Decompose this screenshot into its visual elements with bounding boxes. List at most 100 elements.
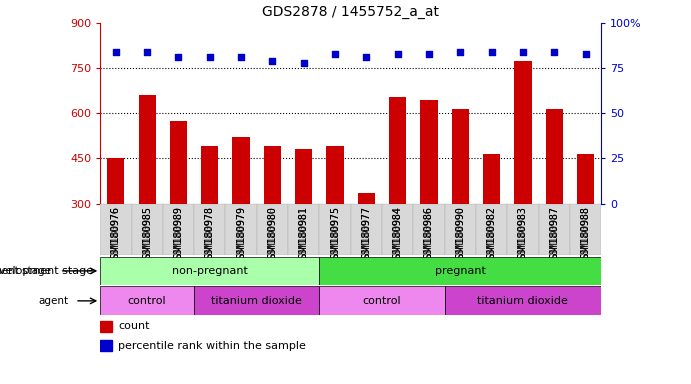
Point <box>173 54 184 60</box>
Text: GSM180985: GSM180985 <box>142 206 152 265</box>
Point <box>486 49 497 55</box>
Text: percentile rank within the sample: percentile rank within the sample <box>118 341 306 351</box>
Text: GSM180979: GSM180979 <box>236 206 246 265</box>
Point <box>392 51 403 57</box>
Text: GSM180978: GSM180978 <box>205 206 215 259</box>
Bar <box>546 109 562 204</box>
Bar <box>170 121 187 204</box>
Bar <box>100 204 131 255</box>
Text: GSM180982: GSM180982 <box>486 206 497 265</box>
Text: agent: agent <box>39 296 68 306</box>
Bar <box>358 193 375 204</box>
Point <box>518 49 529 55</box>
Text: GSM180989: GSM180989 <box>173 206 184 259</box>
Bar <box>350 204 382 255</box>
Bar <box>288 204 319 255</box>
Text: GSM180988: GSM180988 <box>580 206 591 265</box>
Text: control: control <box>363 296 401 306</box>
Point <box>549 49 560 55</box>
Text: GSM180976: GSM180976 <box>111 206 121 259</box>
Bar <box>452 109 469 204</box>
Bar <box>131 204 163 255</box>
Text: GSM180989: GSM180989 <box>173 206 184 265</box>
Text: GSM180988: GSM180988 <box>580 206 591 259</box>
Point <box>424 51 435 57</box>
Text: GSM180976: GSM180976 <box>111 206 121 265</box>
Text: GSM180987: GSM180987 <box>549 206 559 259</box>
Bar <box>444 204 476 255</box>
Bar <box>100 340 112 351</box>
Point <box>142 49 153 55</box>
Bar <box>100 257 319 285</box>
Text: GSM180983: GSM180983 <box>518 206 528 259</box>
Text: GSM180977: GSM180977 <box>361 206 371 259</box>
Bar <box>413 204 444 255</box>
Text: GSM180975: GSM180975 <box>330 206 340 259</box>
Bar <box>107 158 124 204</box>
Text: development stage: development stage <box>0 266 50 276</box>
Bar <box>100 321 112 332</box>
Bar <box>232 137 249 204</box>
Text: control: control <box>128 296 167 306</box>
Bar <box>139 95 155 204</box>
Title: GDS2878 / 1455752_a_at: GDS2878 / 1455752_a_at <box>262 5 439 19</box>
Bar <box>194 286 319 315</box>
Point <box>580 51 591 57</box>
Point <box>111 49 122 55</box>
Bar <box>319 257 601 285</box>
Text: titanium dioxide: titanium dioxide <box>211 296 302 306</box>
Text: GSM180983: GSM180983 <box>518 206 528 265</box>
Text: GSM180985: GSM180985 <box>142 206 152 259</box>
Point <box>236 54 247 60</box>
Text: GSM180982: GSM180982 <box>486 206 497 259</box>
Text: GSM180984: GSM180984 <box>392 206 403 259</box>
Bar <box>382 204 413 255</box>
Point <box>361 54 372 60</box>
Bar <box>319 286 444 315</box>
Text: GSM180977: GSM180977 <box>361 206 371 265</box>
Text: GSM180975: GSM180975 <box>330 206 340 265</box>
Bar <box>420 100 437 204</box>
Bar <box>476 204 507 255</box>
Bar <box>538 204 570 255</box>
Text: GSM180990: GSM180990 <box>455 206 465 265</box>
Text: GSM180981: GSM180981 <box>299 206 309 265</box>
Text: GSM180986: GSM180986 <box>424 206 434 265</box>
Text: GSM180979: GSM180979 <box>236 206 246 259</box>
Bar <box>570 204 601 255</box>
Point <box>205 54 216 60</box>
Bar <box>225 204 257 255</box>
Point <box>299 60 310 66</box>
Text: GSM180984: GSM180984 <box>392 206 403 265</box>
Bar <box>326 146 343 204</box>
Bar <box>163 204 194 255</box>
Bar <box>389 97 406 204</box>
Point <box>455 49 466 55</box>
Bar <box>514 61 531 204</box>
Text: non-pregnant: non-pregnant <box>172 266 247 276</box>
Text: GSM180981: GSM180981 <box>299 206 309 259</box>
Text: GSM180987: GSM180987 <box>549 206 559 265</box>
Text: GSM180980: GSM180980 <box>267 206 277 259</box>
Bar <box>483 154 500 204</box>
Text: development stage: development stage <box>0 266 93 276</box>
Bar <box>100 286 194 315</box>
Text: GSM180978: GSM180978 <box>205 206 215 265</box>
Bar <box>295 149 312 204</box>
Bar <box>264 146 281 204</box>
Bar <box>319 204 350 255</box>
Bar <box>507 204 538 255</box>
Bar <box>577 154 594 204</box>
Bar <box>257 204 288 255</box>
Text: GSM180986: GSM180986 <box>424 206 434 259</box>
Text: count: count <box>118 321 150 331</box>
Bar <box>194 204 225 255</box>
Bar <box>201 146 218 204</box>
Point <box>267 58 278 64</box>
Bar <box>444 286 601 315</box>
Text: GSM180980: GSM180980 <box>267 206 277 265</box>
Text: GSM180990: GSM180990 <box>455 206 465 259</box>
Point <box>330 51 341 57</box>
Text: titanium dioxide: titanium dioxide <box>477 296 568 306</box>
Text: pregnant: pregnant <box>435 266 486 276</box>
